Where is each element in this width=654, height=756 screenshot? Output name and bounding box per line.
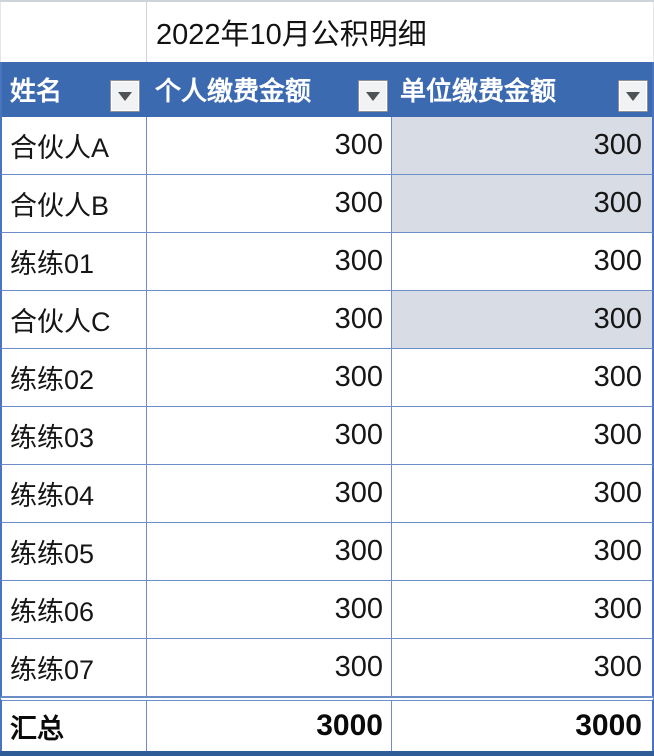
company-amount-cell[interactable]: 300 bbox=[392, 291, 652, 348]
name-cell[interactable]: 合伙人C bbox=[2, 291, 147, 348]
personal-amount-cell[interactable]: 300 bbox=[147, 117, 392, 174]
company-amount-cell[interactable]: 300 bbox=[593, 361, 642, 393]
filter-button-personal-amount[interactable] bbox=[358, 80, 388, 112]
name-cell[interactable]: 练练05 bbox=[2, 523, 147, 580]
title-corner-cell[interactable] bbox=[1, 2, 147, 62]
name-cell[interactable]: 合伙人A bbox=[2, 117, 147, 174]
name-cell[interactable]: 练练07 bbox=[2, 639, 147, 696]
company-amount-cell[interactable]: 300 bbox=[593, 535, 642, 567]
personal-amount-cell[interactable]: 300 bbox=[147, 465, 392, 522]
table-row: 合伙人C 300 300 bbox=[0, 291, 654, 349]
name-cell[interactable]: 练练02 bbox=[2, 349, 147, 406]
name-cell[interactable]: 练练01 bbox=[2, 233, 147, 290]
total-row: 汇总 3000 3000 bbox=[0, 697, 654, 751]
page-title[interactable]: 2022年10月公积明细 bbox=[147, 2, 653, 62]
personal-amount-cell[interactable]: 300 bbox=[147, 349, 392, 406]
name-cell[interactable]: 练练06 bbox=[2, 581, 147, 638]
filter-dropdown-icon bbox=[118, 91, 132, 101]
company-amount-cell[interactable]: 300 bbox=[593, 419, 642, 451]
personal-amount-cell[interactable]: 300 bbox=[147, 291, 392, 348]
company-amount-cell[interactable]: 300 bbox=[593, 593, 642, 625]
filter-dropdown-icon bbox=[366, 91, 380, 101]
filter-button-company-amount[interactable] bbox=[618, 80, 648, 112]
column-header-label: 单位缴费金额 bbox=[400, 76, 557, 106]
company-amount-cell[interactable]: 300 bbox=[593, 651, 642, 683]
company-amount-cell[interactable]: 300 bbox=[593, 245, 642, 277]
table-row: 练练04 300 300 bbox=[0, 465, 654, 523]
personal-amount-cell[interactable]: 300 bbox=[147, 175, 392, 232]
filter-button-name[interactable] bbox=[110, 80, 140, 112]
table-row: 练练06 300 300 bbox=[0, 581, 654, 639]
header-cell-personal-amount[interactable]: 个人缴费金额 bbox=[147, 62, 392, 117]
personal-amount-cell[interactable]: 300 bbox=[147, 407, 392, 464]
table-row: 练练03 300 300 bbox=[0, 407, 654, 465]
total-personal-amount-cell[interactable]: 3000 bbox=[147, 701, 392, 751]
filter-dropdown-icon bbox=[626, 91, 640, 101]
column-header-label: 姓名 bbox=[10, 76, 63, 106]
column-header-label: 个人缴费金额 bbox=[155, 76, 312, 106]
company-amount-cell[interactable]: 300 bbox=[593, 477, 642, 509]
title-row: 2022年10月公积明细 bbox=[0, 2, 654, 62]
name-cell[interactable]: 练练04 bbox=[2, 465, 147, 522]
total-company-amount-cell[interactable]: 3000 bbox=[575, 709, 642, 742]
personal-amount-cell[interactable]: 300 bbox=[147, 639, 392, 696]
header-cell-name[interactable]: 姓名 bbox=[2, 62, 147, 117]
table-bottom-border bbox=[0, 751, 654, 756]
name-cell[interactable]: 练练03 bbox=[2, 407, 147, 464]
name-cell[interactable]: 合伙人B bbox=[2, 175, 147, 232]
personal-amount-cell[interactable]: 300 bbox=[147, 523, 392, 580]
table-row: 练练02 300 300 bbox=[0, 349, 654, 407]
company-amount-cell[interactable]: 300 bbox=[392, 117, 652, 174]
table-row: 合伙人B 300 300 bbox=[0, 175, 654, 233]
table-header-row: 姓名 个人缴费金额 单位缴费金额 bbox=[0, 62, 654, 117]
table-row: 练练07 300 300 bbox=[0, 639, 654, 697]
header-cell-company-amount[interactable]: 单位缴费金额 bbox=[392, 62, 652, 117]
personal-amount-cell[interactable]: 300 bbox=[147, 233, 392, 290]
personal-amount-cell[interactable]: 300 bbox=[147, 581, 392, 638]
total-label-cell[interactable]: 汇总 bbox=[2, 701, 147, 751]
table-row: 练练01 300 300 bbox=[0, 233, 654, 291]
table-row: 练练05 300 300 bbox=[0, 523, 654, 581]
table-row: 合伙人A 300 300 bbox=[0, 117, 654, 175]
company-amount-cell[interactable]: 300 bbox=[392, 175, 652, 232]
